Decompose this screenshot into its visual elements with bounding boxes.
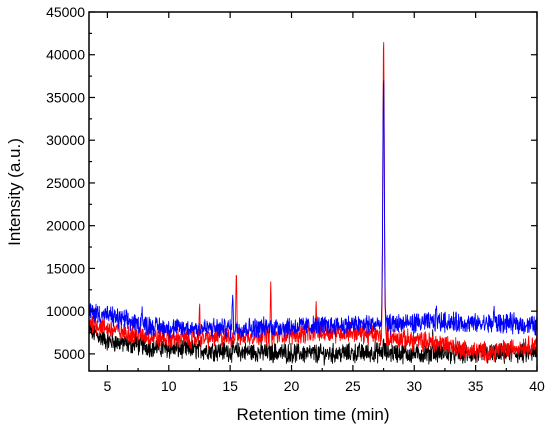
x-tick-label: 15 (222, 378, 238, 394)
x-tick-label: 40 (529, 378, 545, 394)
y-tick-label: 20000 (46, 218, 85, 234)
series-layer (88, 42, 538, 366)
y-tick-label: 40000 (46, 47, 85, 63)
axis-layer: 5 10 15 20 25 30 35 40 5000 10000 15000 20000 25000 3… (46, 4, 545, 394)
y-axis-title: Intensity (a.u.) (5, 138, 24, 246)
x-tick-label: 10 (161, 378, 177, 394)
x-tick-label: 30 (406, 378, 422, 394)
series-line-2 (88, 42, 538, 363)
y-tick-label: 45000 (46, 4, 85, 20)
series-line-3 (88, 80, 538, 340)
y-tick-label: 10000 (46, 303, 85, 319)
x-tick-label: 20 (284, 378, 300, 394)
x-tick-label: 35 (468, 378, 484, 394)
y-tick-label: 35000 (46, 89, 85, 105)
y-tick-label: 15000 (46, 260, 85, 276)
x-tick-label: 5 (104, 378, 112, 394)
y-tick-label: 5000 (54, 346, 85, 362)
y-tick-label: 25000 (46, 175, 85, 191)
x-axis-title: Retention time (min) (236, 405, 389, 424)
plot-frame (88, 11, 538, 372)
y-tick-label: 30000 (46, 132, 85, 148)
x-tick-label: 25 (345, 378, 361, 394)
